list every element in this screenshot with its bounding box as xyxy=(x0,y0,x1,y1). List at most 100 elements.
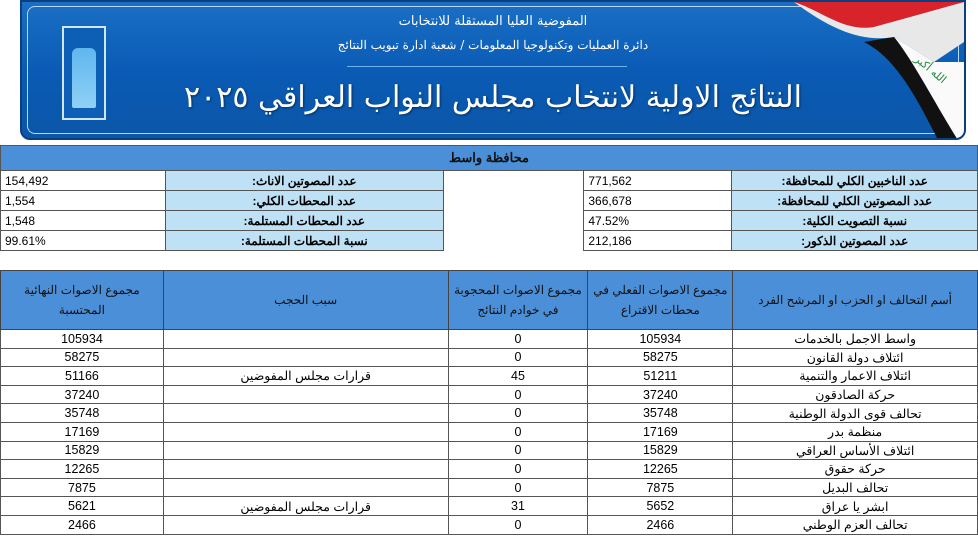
final-votes: 12265 xyxy=(0,459,164,479)
page-title: النتائج الاولية لانتخاب مجلس النواب العر… xyxy=(184,80,802,115)
table-row: ابشر يا عراق 5652 31 قرارات مجلس المفوضين 56… xyxy=(0,496,978,516)
withheld-votes: 0 xyxy=(447,384,589,405)
province-name: محافظة واسط xyxy=(0,145,978,171)
summary-l-value: 154,492 xyxy=(0,170,167,191)
final-votes: 5621 xyxy=(0,496,164,516)
table-row: ائتلاف دولة القانون 58275 0 58275 xyxy=(0,347,978,368)
summary-row: عدد المصوتين الذكور: 212,186 نسبة المحطات … xyxy=(0,230,978,251)
results-table: أسم التحالف او الحزب او المرشح الفرد مجمو… xyxy=(0,270,978,535)
column-header: سبب الحجب xyxy=(162,270,449,330)
party-name: ائتلاف الاعمار والتنمية xyxy=(732,366,978,386)
summary-row: عدد المصوتين الكلي للمحافظة: 366,678 عدد ا… xyxy=(0,190,978,211)
actual-votes: 51211 xyxy=(587,366,734,386)
party-name: تحالف العزم الوطني xyxy=(732,514,978,535)
column-header: مجموع الاصوات المحجوبة في خوادم النتائج xyxy=(447,270,589,330)
withhold-reason xyxy=(162,514,449,535)
withhold-reason xyxy=(162,384,449,405)
column-header: مجموع الاصوات الفعلي في محطات الاقتراع xyxy=(587,270,734,330)
party-name: ابشر يا عراق xyxy=(732,496,978,516)
withheld-votes: 0 xyxy=(447,347,589,368)
withhold-reason xyxy=(162,459,449,479)
table-row: تحالف قوى الدولة الوطنية 35748 0 35748 xyxy=(0,403,978,423)
withhold-reason: قرارات مجلس المفوضين xyxy=(162,496,449,516)
withheld-votes: 0 xyxy=(447,459,589,479)
spacer xyxy=(443,190,584,211)
actual-votes: 17169 xyxy=(587,421,734,442)
summary-r-label: نسبة التصويت الكلية: xyxy=(731,210,978,231)
table-row: حركة الصادقون 37240 0 37240 xyxy=(0,384,978,405)
withhold-reason: قرارات مجلس المفوضين xyxy=(162,366,449,386)
summary-r-label: عدد الناخبين الكلي للمحافظة: xyxy=(731,170,978,191)
summary-l-label: عدد المصوتين الاناث: xyxy=(165,170,444,191)
summary-r-value: 771,562 xyxy=(583,170,733,191)
actual-votes: 5652 xyxy=(587,496,734,516)
summary-l-value: 1,548 xyxy=(0,210,167,231)
actual-votes: 15829 xyxy=(587,440,734,461)
final-votes: 51166 xyxy=(0,366,164,386)
summary-l-value: 99.61% xyxy=(0,230,167,251)
summary-l-label: عدد المحطات الكلي: xyxy=(165,190,444,211)
final-votes: 17169 xyxy=(0,421,164,442)
summary-r-value: 47.52% xyxy=(583,210,733,231)
actual-votes: 35748 xyxy=(587,403,734,423)
table-row: تحالف العزم الوطني 2466 0 2466 xyxy=(0,514,978,535)
withheld-votes: 0 xyxy=(447,403,589,423)
final-votes: 37240 xyxy=(0,384,164,405)
summary-l-value: 1,554 xyxy=(0,190,167,211)
final-votes: 105934 xyxy=(0,329,164,349)
table-row: تحالف البديل 7875 0 7875 xyxy=(0,477,978,498)
actual-votes: 2466 xyxy=(587,514,734,535)
party-name: تحالف البديل xyxy=(732,477,978,498)
withheld-votes: 45 xyxy=(447,366,589,386)
withhold-reason xyxy=(162,329,449,349)
summary-r-label: عدد المصوتين الذكور: xyxy=(731,230,978,251)
withheld-votes: 0 xyxy=(447,477,589,498)
summary-r-value: 366,678 xyxy=(583,190,733,211)
party-name: منظمة بدر xyxy=(732,421,978,442)
withhold-reason xyxy=(162,347,449,368)
iraq-flag-icon: الله أكبر xyxy=(794,2,964,138)
summary-r-value: 212,186 xyxy=(583,230,733,251)
withhold-reason xyxy=(162,403,449,423)
withheld-votes: 0 xyxy=(447,440,589,461)
column-header: أسم التحالف او الحزب او المرشح الفرد xyxy=(732,270,978,330)
withheld-votes: 0 xyxy=(447,421,589,442)
party-name: ائتلاف دولة القانون xyxy=(732,347,978,368)
withhold-reason xyxy=(162,477,449,498)
org-name: المفوضية العليا المستقلة للانتخابات xyxy=(398,14,588,29)
department-name: دائرة العمليات وتكنولوجيا المعلومات / شع… xyxy=(337,38,649,52)
ihec-logo xyxy=(62,26,106,120)
table-row: ائتلاف الأساس العراقي 15829 0 15829 xyxy=(0,440,978,461)
final-votes: 35748 xyxy=(0,403,164,423)
table-row: منظمة بدر 17169 0 17169 xyxy=(0,421,978,442)
party-name: حركة حقوق xyxy=(732,459,978,479)
actual-votes: 58275 xyxy=(587,347,734,368)
header-banner: المفوضية العليا المستقلة للانتخابات دائر… xyxy=(20,0,966,140)
withheld-votes: 31 xyxy=(447,496,589,516)
voter-figure-icon xyxy=(72,48,96,108)
party-name: تحالف قوى الدولة الوطنية xyxy=(732,403,978,423)
actual-votes: 12265 xyxy=(587,459,734,479)
column-header: مجموع الاصوات النهائية المحتسبة xyxy=(0,270,164,330)
withheld-votes: 0 xyxy=(447,514,589,535)
actual-votes: 37240 xyxy=(587,384,734,405)
withheld-votes: 0 xyxy=(447,329,589,349)
actual-votes: 105934 xyxy=(587,329,734,349)
final-votes: 15829 xyxy=(0,440,164,461)
divider xyxy=(347,66,627,67)
summary-r-label: عدد المصوتين الكلي للمحافظة: xyxy=(731,190,978,211)
summary-row: نسبة التصويت الكلية: 47.52% عدد المحطات ال… xyxy=(0,210,978,231)
party-name: حركة الصادقون xyxy=(732,384,978,405)
withhold-reason xyxy=(162,440,449,461)
summary-row: عدد الناخبين الكلي للمحافظة: 771,562 عدد ا… xyxy=(0,170,978,191)
table-row: ائتلاف الاعمار والتنمية 51211 45 قرارات مجل… xyxy=(0,366,978,386)
withhold-reason xyxy=(162,421,449,442)
summary-l-label: عدد المحطات المستلمة: xyxy=(165,210,444,231)
actual-votes: 7875 xyxy=(587,477,734,498)
spacer xyxy=(443,170,584,191)
spacer xyxy=(443,230,584,251)
final-votes: 2466 xyxy=(0,514,164,535)
spacer xyxy=(443,210,584,231)
province-summary-table: محافظة واسط عدد الناخبين الكلي للمحافظة:… xyxy=(0,145,978,251)
party-name: ائتلاف الأساس العراقي xyxy=(732,440,978,461)
